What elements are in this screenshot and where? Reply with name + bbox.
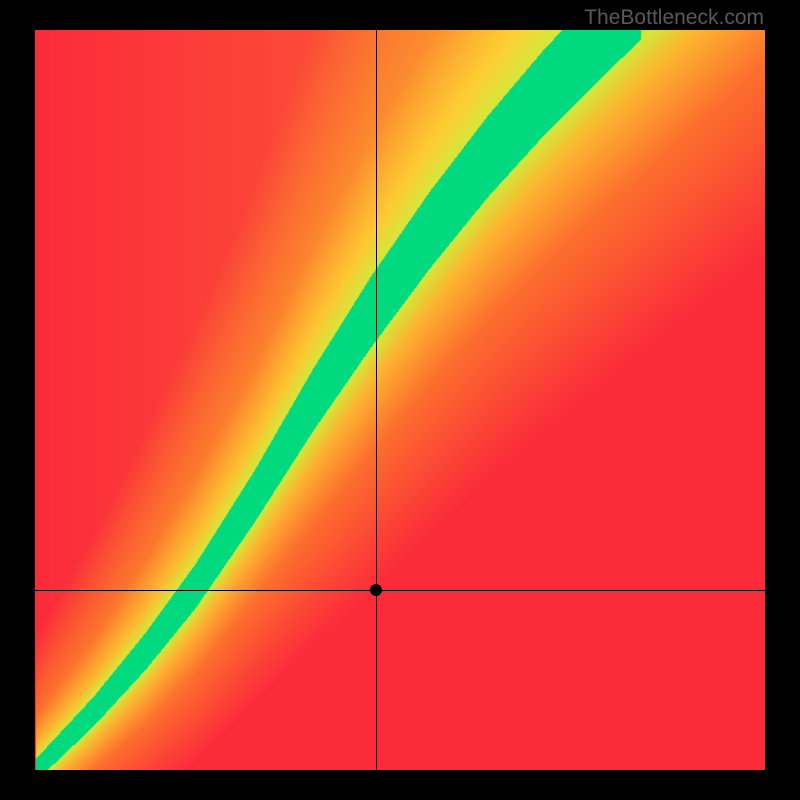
bottleneck-heatmap-chart: TheBottleneck.com	[0, 0, 800, 800]
selection-marker	[370, 584, 382, 596]
heatmap-gradient	[35, 30, 765, 770]
crosshair-horizontal	[35, 590, 765, 591]
watermark-text: TheBottleneck.com	[584, 6, 764, 30]
crosshair-vertical	[376, 30, 377, 770]
plot-area	[35, 30, 765, 770]
